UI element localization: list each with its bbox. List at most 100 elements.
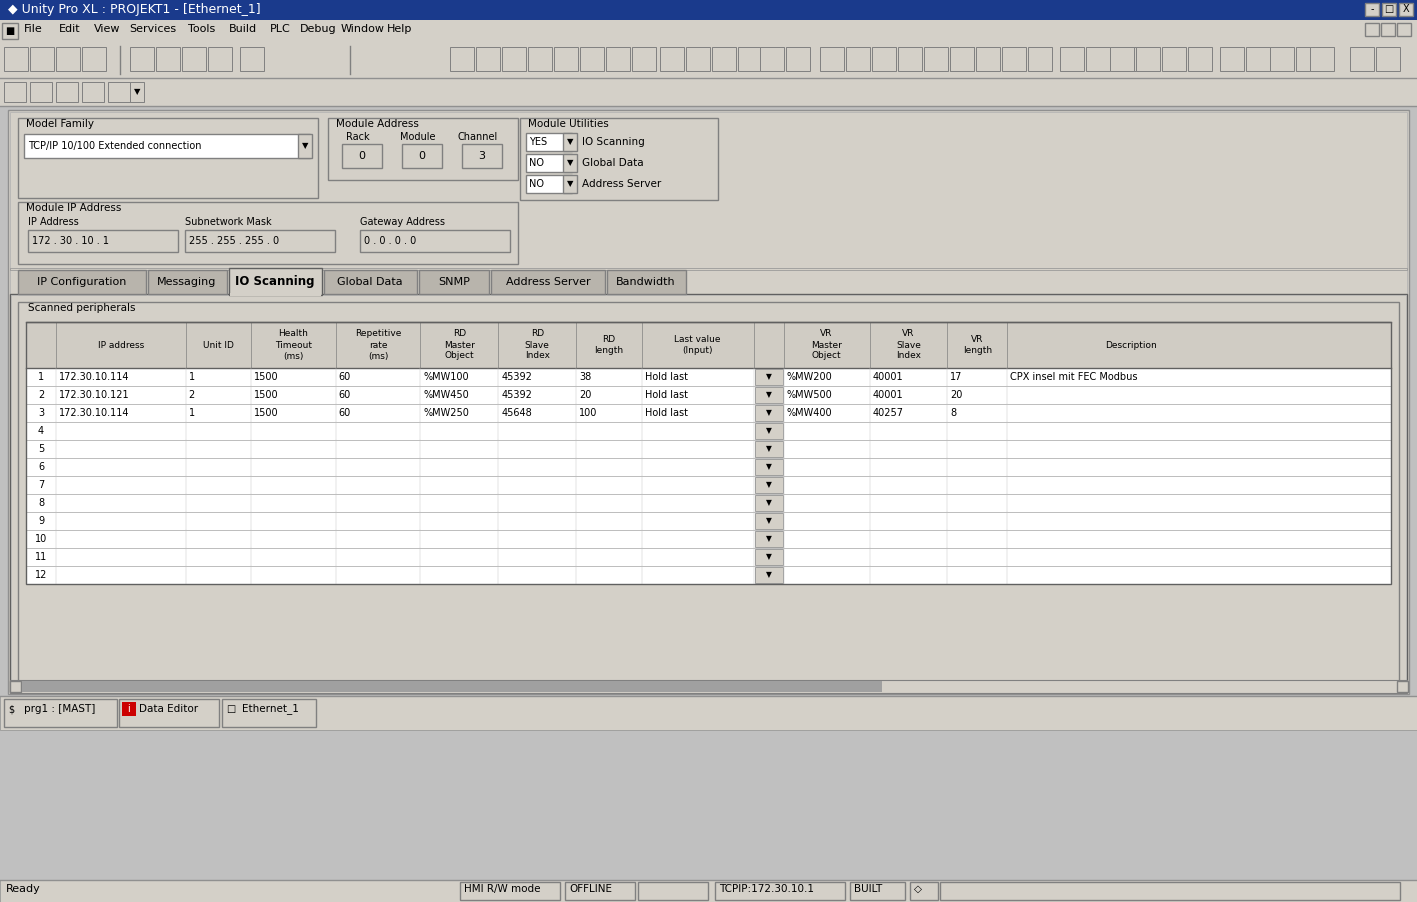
Bar <box>4 699 116 727</box>
Bar <box>18 302 1399 684</box>
Bar <box>0 20 1417 42</box>
Text: IO Scanning: IO Scanning <box>235 275 315 289</box>
Text: 8: 8 <box>951 408 956 418</box>
Text: ▼: ▼ <box>567 179 574 189</box>
Text: BUILT: BUILT <box>854 884 883 894</box>
Bar <box>1382 23 1394 36</box>
Bar <box>520 118 718 200</box>
Text: %MW100: %MW100 <box>424 372 469 382</box>
Bar <box>660 47 684 71</box>
Bar <box>30 82 52 102</box>
Text: 0: 0 <box>418 151 425 161</box>
Bar <box>1365 3 1379 16</box>
Text: 1: 1 <box>188 408 194 418</box>
Text: %MW400: %MW400 <box>786 408 832 418</box>
Bar <box>57 82 78 102</box>
Bar <box>324 270 417 294</box>
Bar <box>565 882 635 900</box>
Bar <box>239 47 264 71</box>
Bar <box>949 47 973 71</box>
Bar <box>1297 47 1321 71</box>
Text: 255 . 255 . 255 . 0: 255 . 255 . 255 . 0 <box>188 236 279 246</box>
Text: 11: 11 <box>35 552 47 562</box>
Text: 0: 0 <box>359 151 366 161</box>
Bar <box>462 144 502 168</box>
Bar <box>26 458 1391 476</box>
Text: File: File <box>24 24 43 34</box>
Bar <box>230 268 322 295</box>
Text: Address Server: Address Server <box>582 179 662 189</box>
Text: Ethernet_1: Ethernet_1 <box>242 704 299 714</box>
Text: RD: RD <box>530 329 544 338</box>
Bar <box>820 47 845 71</box>
Text: %MW200: %MW200 <box>786 372 832 382</box>
Bar <box>606 47 631 71</box>
Text: 45392: 45392 <box>502 372 533 382</box>
Bar <box>1187 47 1212 71</box>
Bar <box>949 47 973 71</box>
Text: Debug: Debug <box>299 24 336 34</box>
Text: Object: Object <box>812 352 842 361</box>
Text: %MW250: %MW250 <box>424 408 469 418</box>
Text: 1500: 1500 <box>254 390 279 400</box>
Text: ▼: ▼ <box>765 535 771 544</box>
Text: RD: RD <box>602 335 615 344</box>
Text: ▼: ▼ <box>765 553 771 562</box>
Text: NO: NO <box>529 179 544 189</box>
Text: Build: Build <box>230 24 256 34</box>
Bar <box>924 47 948 71</box>
Bar <box>754 423 782 439</box>
Text: Index: Index <box>524 352 550 361</box>
Bar <box>754 387 782 403</box>
Text: View: View <box>95 24 120 34</box>
Text: Master: Master <box>444 340 475 349</box>
Bar <box>26 494 1391 512</box>
Text: Channel: Channel <box>458 132 499 142</box>
Text: Description: Description <box>1105 340 1156 349</box>
Text: 1: 1 <box>38 372 44 382</box>
Bar <box>10 680 1407 693</box>
Text: Timeout: Timeout <box>275 340 312 349</box>
Bar <box>1002 47 1026 71</box>
Bar <box>119 699 220 727</box>
Bar <box>754 513 782 529</box>
Bar <box>760 47 784 71</box>
Text: Model Family: Model Family <box>26 119 94 129</box>
Text: ◆ Unity Pro XL : PROJEKT1 - [Ethernet_1]: ◆ Unity Pro XL : PROJEKT1 - [Ethernet_1] <box>9 3 261 16</box>
Bar <box>451 47 475 71</box>
Bar <box>26 476 1391 494</box>
Text: Address Server: Address Server <box>506 277 591 287</box>
Bar <box>419 270 489 294</box>
Bar <box>130 82 145 102</box>
Text: ▼: ▼ <box>765 409 771 418</box>
Bar <box>563 175 577 193</box>
Text: Unit ID: Unit ID <box>203 340 234 349</box>
Text: ◇: ◇ <box>914 884 922 894</box>
Bar <box>754 405 782 421</box>
Text: Global Data: Global Data <box>582 158 643 168</box>
Text: IO Scanning: IO Scanning <box>582 137 645 147</box>
Bar <box>526 175 572 193</box>
Bar <box>939 882 1400 900</box>
Text: Slave: Slave <box>524 340 550 349</box>
Bar <box>1397 681 1408 692</box>
Text: 20: 20 <box>580 390 591 400</box>
Bar <box>10 268 1407 270</box>
Bar <box>156 47 180 71</box>
Text: 100: 100 <box>580 408 598 418</box>
Text: TCPIP:172.30.10.1: TCPIP:172.30.10.1 <box>718 884 813 894</box>
Bar <box>181 47 205 71</box>
Bar <box>632 47 656 71</box>
Text: Bandwidth: Bandwidth <box>616 277 676 287</box>
Bar <box>563 154 577 172</box>
Bar <box>18 270 146 294</box>
Bar <box>26 322 1391 368</box>
Bar <box>554 47 578 71</box>
Bar <box>26 386 1391 404</box>
Bar <box>208 47 232 71</box>
Bar <box>1309 47 1333 71</box>
Bar <box>4 82 26 102</box>
Bar <box>130 47 154 71</box>
Bar <box>754 495 782 511</box>
Bar <box>23 681 881 692</box>
